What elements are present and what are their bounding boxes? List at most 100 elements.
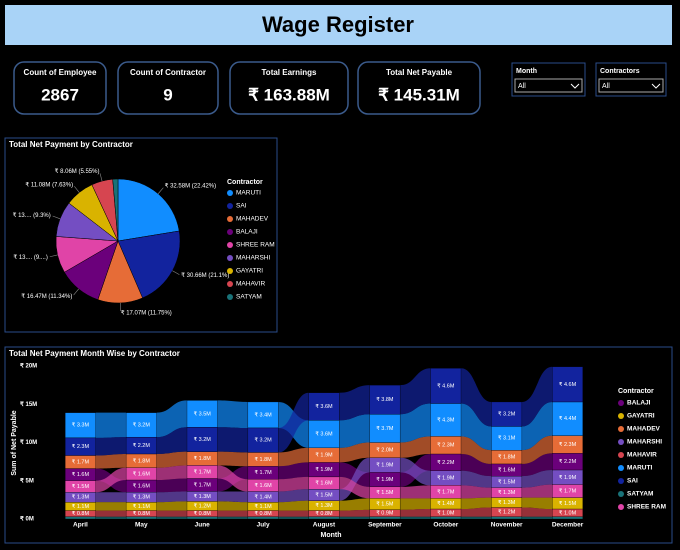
data-label: ₹ 1.3M (498, 489, 516, 496)
data-label: ₹ 2.3M (437, 442, 455, 449)
data-label: ₹ 0.8M (315, 510, 333, 517)
data-label: ₹ 1.8M (498, 453, 516, 460)
legend-label: MAHARSHI (627, 439, 662, 446)
data-label: ₹ 1.0M (559, 509, 577, 516)
ribbon (95, 502, 127, 511)
data-label: ₹ 8.06M (5.55%) (55, 168, 100, 175)
legend-label: GAYATRI (627, 413, 655, 420)
legend-title: Contractor (227, 179, 263, 186)
data-label: ₹ 1.1M (133, 503, 151, 510)
ribbon (339, 385, 370, 421)
ribbon (400, 516, 431, 519)
x-tick-label: December (552, 522, 584, 529)
ribbon (461, 453, 492, 477)
ribbon (278, 392, 309, 453)
legend-swatch (618, 491, 624, 497)
leader-line (74, 186, 80, 193)
data-label: ₹ 3.3M (72, 422, 90, 429)
ribbon (95, 412, 127, 438)
data-label: ₹ 1.2M (498, 509, 516, 516)
data-label: ₹ 1.6M (315, 479, 333, 486)
data-label: ₹ 1.4M (254, 493, 272, 500)
legend-swatch (618, 478, 624, 484)
ribbon (461, 436, 492, 464)
legend-swatch (227, 229, 233, 235)
ribbon (156, 400, 187, 438)
ribbon (95, 510, 127, 517)
ribbon (461, 485, 492, 499)
legend-label: MAHAVIR (236, 281, 265, 288)
data-label: ₹ 1.9M (376, 476, 394, 483)
ribbon (95, 516, 127, 519)
ribbon-bar (125, 467, 157, 481)
data-label: ₹ 1.6M (498, 466, 516, 473)
ribbon (461, 516, 492, 519)
ribbon (400, 485, 431, 499)
chart-title: Total Net Payment by Contractor (9, 140, 133, 149)
data-label: ₹ 1.0M (437, 509, 455, 516)
data-label: ₹ 1.4M (437, 500, 455, 507)
leader-line (99, 173, 103, 182)
ribbon (156, 501, 187, 511)
ribbon (521, 484, 553, 498)
ribbon (278, 462, 309, 480)
legend-label: MAHAVIR (627, 452, 657, 459)
x-tick-label: September (368, 522, 402, 529)
data-label: ₹ 30.66M (21.1%) (181, 272, 229, 279)
data-label: ₹ 1.1M (254, 503, 272, 510)
ribbon (461, 403, 492, 451)
dropdown[interactable] (598, 78, 664, 93)
data-label: ₹ 13.... (9.3%) (13, 212, 51, 219)
data-label: ₹ 0.8M (194, 510, 212, 517)
data-label: ₹ 0.8M (254, 510, 272, 517)
kpi-card (357, 61, 481, 115)
dropdown[interactable] (514, 78, 583, 93)
x-tick-label: June (195, 522, 211, 529)
data-label: ₹ 4.6M (559, 381, 577, 388)
ribbon (339, 442, 370, 463)
data-label: ₹ 4.4M (559, 415, 577, 422)
legend-label: MAHADEV (236, 216, 269, 223)
ribbon (217, 427, 248, 453)
ribbon (278, 489, 309, 503)
kpi-card (229, 61, 349, 115)
ribbon (461, 497, 492, 510)
ribbon-bar (125, 436, 157, 455)
ribbon-bar (552, 484, 583, 498)
pie-slice (112, 178, 119, 242)
data-label: ₹ 3.7M (376, 425, 394, 432)
ribbon (217, 510, 248, 517)
kpi-card (117, 61, 219, 115)
y-tick-label: ₹ 0M (20, 516, 34, 523)
ribbon (339, 516, 370, 519)
ribbon (461, 470, 492, 488)
x-tick-label: July (257, 522, 270, 529)
data-label: ₹ 1.6M (72, 471, 90, 478)
ribbon-bar (369, 414, 401, 443)
ribbon (156, 427, 187, 454)
ribbon (156, 451, 187, 468)
legend-label: MAHARSHI (236, 255, 271, 262)
y-tick-label: ₹ 10M (20, 439, 37, 446)
data-label: ₹ 1.6M (133, 483, 151, 490)
legend-label: SHREE RAM (236, 242, 275, 249)
ribbon-bar (430, 403, 462, 437)
ribbon (278, 447, 309, 467)
ribbon (156, 465, 187, 480)
dropdown-value: All (518, 83, 526, 90)
ribbon (156, 516, 187, 519)
ribbon-bar (369, 384, 401, 415)
data-label: ₹ 16.47M (11.34%) (21, 293, 72, 300)
ribbon (156, 491, 187, 503)
data-label: ₹ 17.07M (11.75%) (121, 310, 172, 317)
ribbon (217, 516, 248, 519)
kpi-label: Total Net Payable (386, 68, 453, 77)
data-label: ₹ 1.9M (315, 466, 333, 473)
ribbon-bar (247, 479, 279, 492)
legend-swatch (227, 294, 233, 300)
legend-label: MARUTI (236, 190, 261, 197)
legend-label: BALAJI (627, 400, 651, 407)
ribbon-bar (186, 465, 218, 479)
ribbon (156, 510, 187, 517)
